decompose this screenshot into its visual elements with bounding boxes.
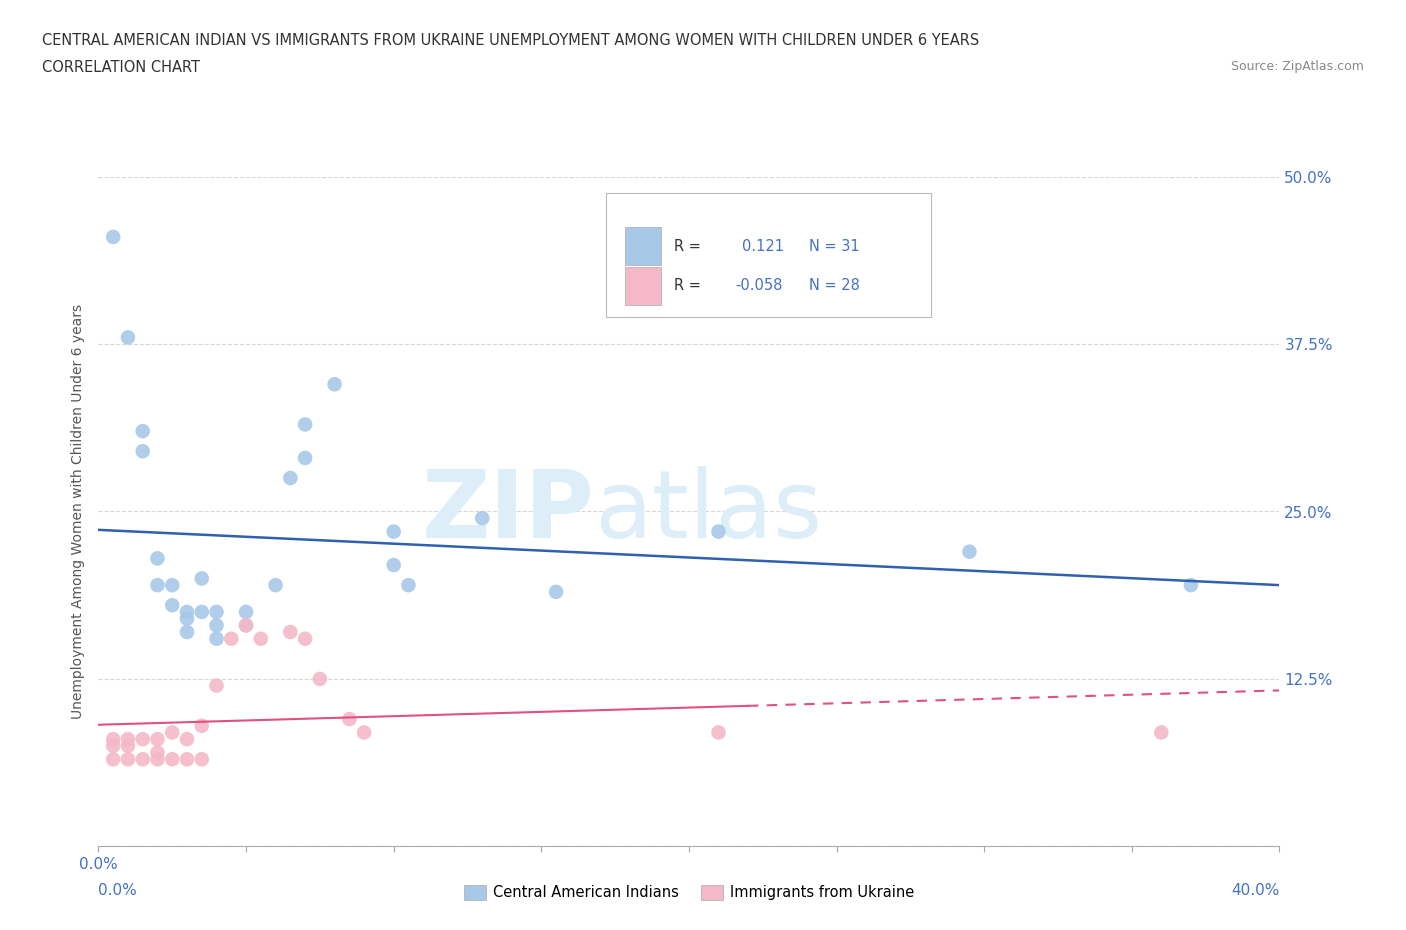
Point — [162, 598, 183, 613]
FancyBboxPatch shape — [606, 193, 931, 317]
FancyBboxPatch shape — [626, 267, 661, 305]
Point — [176, 751, 198, 766]
Text: atlas: atlas — [595, 466, 823, 557]
Text: N = 28: N = 28 — [810, 278, 860, 293]
Point — [117, 732, 139, 747]
Text: R =: R = — [673, 278, 700, 293]
Point — [117, 330, 139, 345]
Point — [1150, 725, 1173, 740]
Point — [162, 725, 183, 740]
Point — [278, 471, 302, 485]
Point — [309, 671, 332, 686]
Point — [294, 631, 316, 646]
Point — [235, 604, 257, 619]
Point — [191, 751, 214, 766]
Point — [132, 424, 155, 439]
Point — [117, 751, 139, 766]
Text: -0.058: -0.058 — [735, 278, 782, 293]
Point — [959, 544, 981, 559]
Text: ZIP: ZIP — [422, 466, 595, 557]
Text: 0.0%: 0.0% — [98, 884, 138, 898]
Point — [235, 618, 257, 632]
Point — [382, 525, 405, 539]
Point — [1180, 578, 1202, 592]
Point — [471, 511, 494, 525]
Point — [382, 558, 405, 573]
Point — [396, 578, 419, 592]
Point — [205, 604, 228, 619]
Point — [132, 444, 155, 458]
Point — [103, 732, 125, 747]
Point — [176, 732, 198, 747]
Point — [146, 578, 169, 592]
Point — [205, 678, 228, 693]
Y-axis label: Unemployment Among Women with Children Under 6 years: Unemployment Among Women with Children U… — [72, 304, 86, 719]
Text: CENTRAL AMERICAN INDIAN VS IMMIGRANTS FROM UKRAINE UNEMPLOYMENT AMONG WOMEN WITH: CENTRAL AMERICAN INDIAN VS IMMIGRANTS FR… — [42, 33, 980, 47]
Point — [103, 751, 125, 766]
Point — [707, 725, 730, 740]
Point — [235, 618, 257, 632]
Text: 40.0%: 40.0% — [1232, 884, 1279, 898]
Point — [162, 578, 183, 592]
Point — [278, 625, 302, 640]
Point — [146, 751, 169, 766]
Point — [176, 604, 198, 619]
Point — [205, 631, 228, 646]
Point — [205, 618, 228, 632]
Text: 0.121: 0.121 — [742, 238, 785, 254]
Point — [546, 584, 568, 599]
Point — [103, 230, 125, 245]
Point — [191, 604, 214, 619]
Point — [132, 751, 155, 766]
Point — [132, 732, 155, 747]
Point — [146, 732, 169, 747]
Point — [353, 725, 375, 740]
Point — [294, 450, 316, 465]
Point — [191, 571, 214, 586]
Point — [219, 631, 242, 646]
FancyBboxPatch shape — [626, 227, 661, 265]
Point — [191, 718, 214, 733]
Point — [264, 578, 287, 592]
Point — [176, 625, 198, 640]
Point — [162, 751, 183, 766]
Text: Source: ZipAtlas.com: Source: ZipAtlas.com — [1230, 60, 1364, 73]
Point — [146, 745, 169, 760]
Text: R =: R = — [673, 238, 700, 254]
Point — [103, 738, 125, 753]
Point — [176, 611, 198, 626]
Point — [250, 631, 273, 646]
Point — [707, 525, 730, 539]
Point — [294, 417, 316, 432]
Point — [146, 551, 169, 565]
Legend: Central American Indians, Immigrants from Ukraine: Central American Indians, Immigrants fro… — [458, 879, 920, 906]
Point — [117, 738, 139, 753]
Point — [323, 377, 346, 392]
Text: CORRELATION CHART: CORRELATION CHART — [42, 60, 200, 75]
Point — [339, 711, 360, 726]
Text: N = 31: N = 31 — [810, 238, 860, 254]
